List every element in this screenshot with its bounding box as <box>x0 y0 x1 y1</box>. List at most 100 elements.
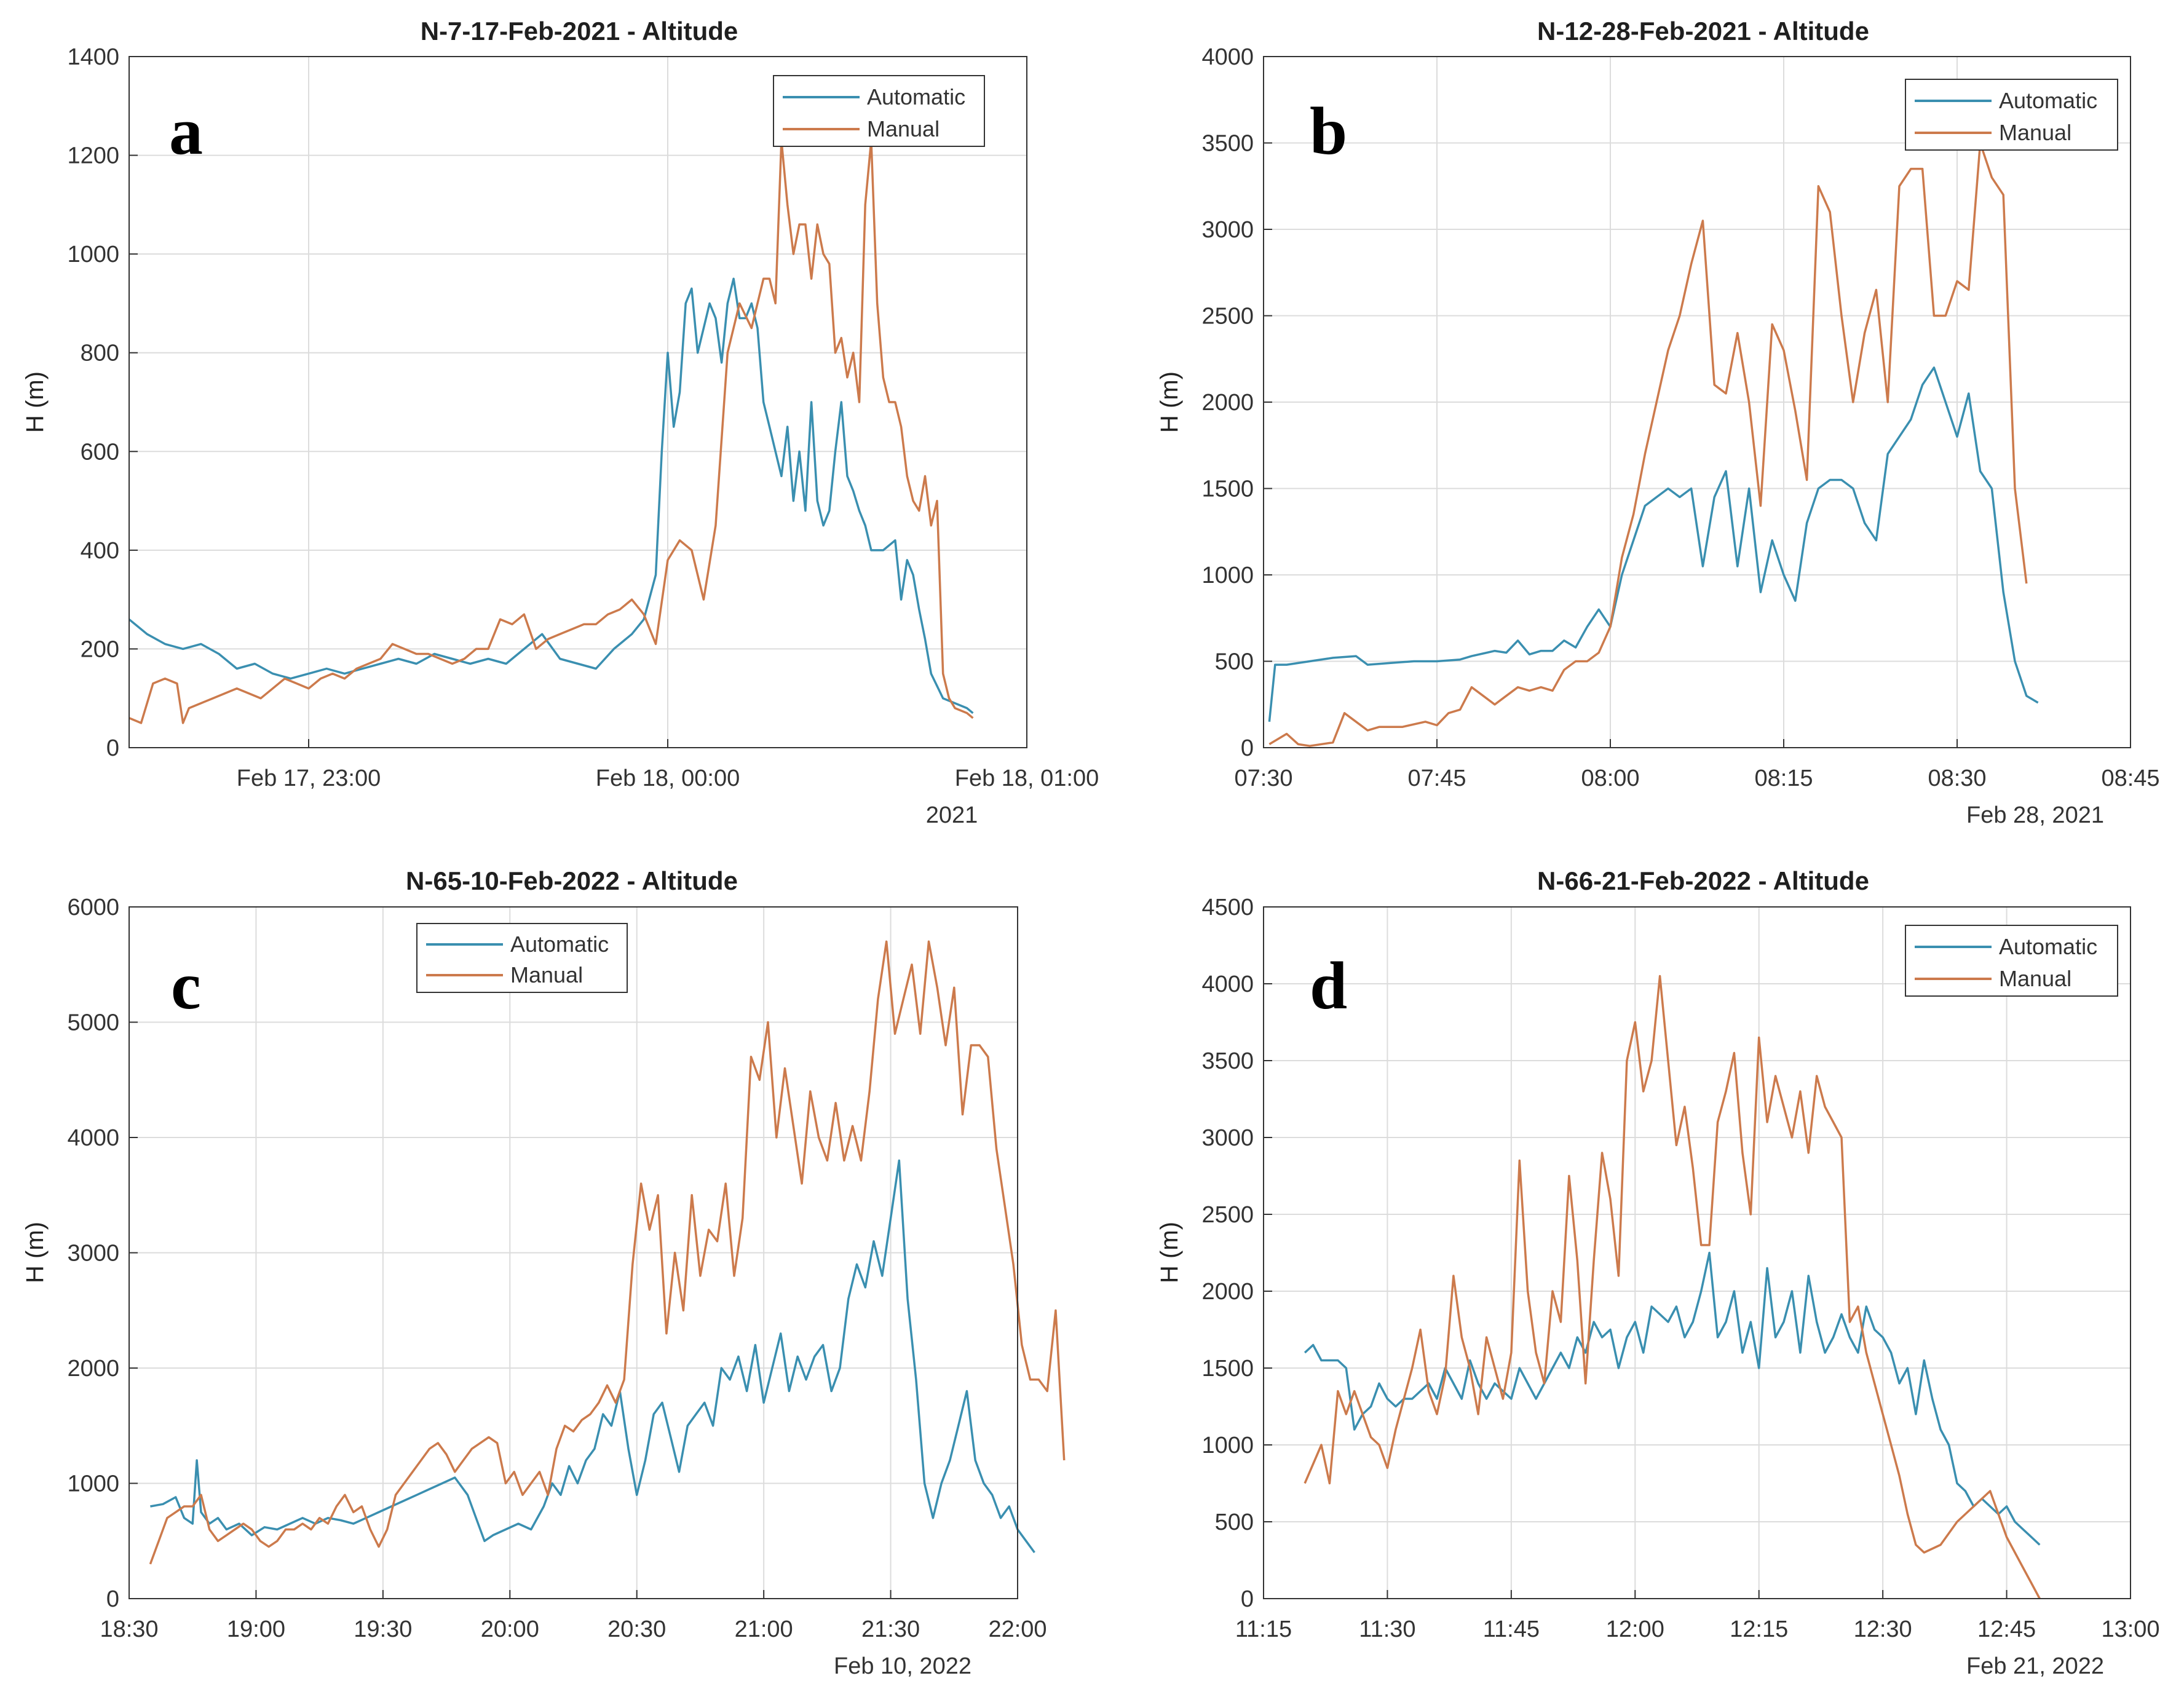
panel-b-ytick-label: 2500 <box>1201 304 1254 330</box>
panel-c-legend-label-manual: Manual <box>510 962 583 987</box>
panel-a-x-secondary-label: 2021 <box>926 802 978 828</box>
panel-a-series-manual-line <box>129 139 974 724</box>
panel-d-plot-area <box>1264 907 2131 1599</box>
panel-c-ytick-label: 6000 <box>67 895 119 920</box>
panel-a-ytick-label: 600 <box>81 439 119 465</box>
panel-a: N-7-17-Feb-2021 - Altitude 0 200 400 600 800… <box>22 17 1099 828</box>
panel-c: N-65-10-Feb-2022 - Altitude 0 1000 2000 300… <box>22 866 1066 1679</box>
panel-b-xtick-label: 07:30 <box>1234 765 1292 791</box>
panel-b-legend: Automatic Manual <box>1905 79 2118 151</box>
panel-d-legend: Automatic Manual <box>1905 925 2118 997</box>
panel-d-xtick-label: 11:45 <box>1483 1616 1540 1642</box>
panel-d-xtick-label: 12:30 <box>1854 1616 1912 1642</box>
panel-d-ytick-label: 1500 <box>1201 1356 1254 1382</box>
panel-c-letter: c <box>171 948 201 1023</box>
panel-b-ylabel: H (m) <box>1156 371 1183 433</box>
panel-c-ytick-label: 0 <box>106 1586 119 1612</box>
panel-a-ylabel: H (m) <box>22 371 49 433</box>
panel-d-ytick-label: 3500 <box>1201 1048 1254 1074</box>
panel-d: N-66-21-Feb-2022 - Altitude 0 500 1000 1500… <box>1156 866 2160 1679</box>
panel-b-legend-label-manual: Manual <box>1999 120 2071 145</box>
panel-c-xtick-label: 18:30 <box>100 1616 158 1642</box>
panel-b-series-manual-line <box>1268 141 2028 747</box>
panel-c-xtick-label: 19:00 <box>227 1616 285 1642</box>
panel-d-ytick-label: 3000 <box>1201 1125 1254 1151</box>
panel-a-ytick-label: 400 <box>81 538 119 564</box>
panel-b-x-secondary-label: Feb 28, 2021 <box>1966 802 2104 828</box>
panel-a-legend-box <box>773 75 985 147</box>
panel-d-xtick-label: 12:45 <box>1977 1616 2036 1642</box>
panel-c-xtick-label: 19:30 <box>354 1616 412 1642</box>
panel-b-letter: b <box>1310 93 1347 168</box>
panel-d-letter: d <box>1310 948 1347 1023</box>
panel-d-legend-label-automatic: Automatic <box>1999 934 2097 959</box>
panel-d-ticks: 0 500 1000 1500 2000 2500 3000 3500 4000 4500 11:1… <box>1201 895 2159 1642</box>
panel-a-ytick-label: 1000 <box>67 242 119 267</box>
panel-c-legend-label-automatic: Automatic <box>510 932 609 957</box>
panel-a-lines <box>128 139 974 724</box>
panel-d-xtick-label: 12:15 <box>1730 1616 1788 1642</box>
panel-b-xtick-label: 08:30 <box>1928 765 1986 791</box>
panel-b-ytick-label: 1500 <box>1201 477 1254 502</box>
panel-d-title: N-66-21-Feb-2022 - Altitude <box>1537 866 1869 895</box>
panel-d-ytick-label: 500 <box>1215 1509 1254 1535</box>
panel-c-legend: Automatic Manual <box>416 923 628 993</box>
panel-c-xtick-label: 21:00 <box>735 1616 793 1642</box>
panel-a-ytick-label: 800 <box>81 341 119 366</box>
panel-a-ytick-label: 1400 <box>67 44 119 70</box>
panel-a-legend-label-automatic: Automatic <box>867 84 965 109</box>
panel-c-ytick-label: 3000 <box>67 1241 119 1267</box>
panel-d-lines <box>1304 975 2041 1599</box>
panel-a-legend-label-manual: Manual <box>867 116 940 141</box>
panel-c-legend-box <box>416 923 628 993</box>
panel-c-xtick-label: 20:30 <box>607 1616 666 1642</box>
panel-c-series-automatic-line <box>150 1159 1035 1554</box>
panel-d-ytick-label: 1000 <box>1201 1433 1254 1458</box>
panel-b-lines <box>1268 141 2039 747</box>
panel-d-ytick-label: 4000 <box>1201 971 1254 997</box>
panel-d-legend-label-manual: Manual <box>1999 966 2071 991</box>
panel-b-ytick-label: 2000 <box>1201 390 1254 416</box>
panel-d-xtick-label: 13:00 <box>2101 1616 2159 1642</box>
panel-d-xtick-label: 12:00 <box>1606 1616 1664 1642</box>
panel-c-axes-box <box>129 906 1018 1599</box>
panel-b-ytick-label: 4000 <box>1201 44 1254 70</box>
panel-b-legend-label-automatic: Automatic <box>1999 88 2097 113</box>
panel-b-xtick-label: 08:45 <box>2101 765 2159 791</box>
panel-b-xtick-label: 08:15 <box>1754 765 1813 791</box>
panel-d-ytick-label: 2500 <box>1201 1202 1254 1228</box>
panel-c-ytick-label: 1000 <box>67 1471 119 1497</box>
panel-b-ytick-label: 500 <box>1215 649 1254 675</box>
panel-c-title: N-65-10-Feb-2022 - Altitude <box>406 866 738 895</box>
panel-d-series-automatic-line <box>1304 1251 2041 1546</box>
panel-a-plot-area <box>129 57 1027 748</box>
panel-c-x-secondary-label: Feb 10, 2022 <box>834 1653 971 1679</box>
panel-d-xtick-label: 11:30 <box>1359 1616 1415 1642</box>
panel-d-series-manual-line <box>1304 975 2041 1599</box>
panel-d-ylabel: H (m) <box>1156 1222 1183 1283</box>
panel-c-xtick-label: 20:00 <box>481 1616 539 1642</box>
panel-b-ytick-label: 3500 <box>1201 131 1254 157</box>
panel-c-ytick-label: 2000 <box>67 1356 119 1382</box>
panel-d-axes-box <box>1263 906 2131 1599</box>
panel-b-series-automatic-line <box>1268 366 2039 722</box>
panel-a-ytick-label: 200 <box>81 636 119 662</box>
panel-c-ytick-label: 4000 <box>67 1125 119 1151</box>
panel-d-ytick-label: 0 <box>1241 1586 1254 1612</box>
panel-d-x-secondary-label: Feb 21, 2022 <box>1966 1653 2104 1679</box>
panel-d-xtick-label: 11:15 <box>1235 1616 1292 1642</box>
panel-d-ytick-label: 4500 <box>1201 895 1254 920</box>
panel-c-ticks: 0 1000 2000 3000 4000 5000 6000 18:30 19:00 19:30… <box>67 895 1046 1642</box>
panel-b-ticks: 0 500 1000 1500 2000 2500 3000 3500 4000 07:30 07:… <box>1201 44 2159 791</box>
panel-a-legend: Automatic Manual <box>773 75 985 147</box>
panel-b-legend-box <box>1905 79 2118 151</box>
panel-b-xtick-label: 08:00 <box>1581 765 1639 791</box>
panel-a-letter: a <box>169 93 203 168</box>
panel-b-ytick-label: 1000 <box>1201 563 1254 588</box>
panel-a-ytick-label: 1200 <box>67 143 119 169</box>
panel-d-legend-box <box>1905 925 2118 997</box>
panel-c-xtick-label: 21:30 <box>861 1616 920 1642</box>
panel-c-lines <box>149 940 1066 1565</box>
panel-c-ylabel: H (m) <box>22 1222 49 1283</box>
